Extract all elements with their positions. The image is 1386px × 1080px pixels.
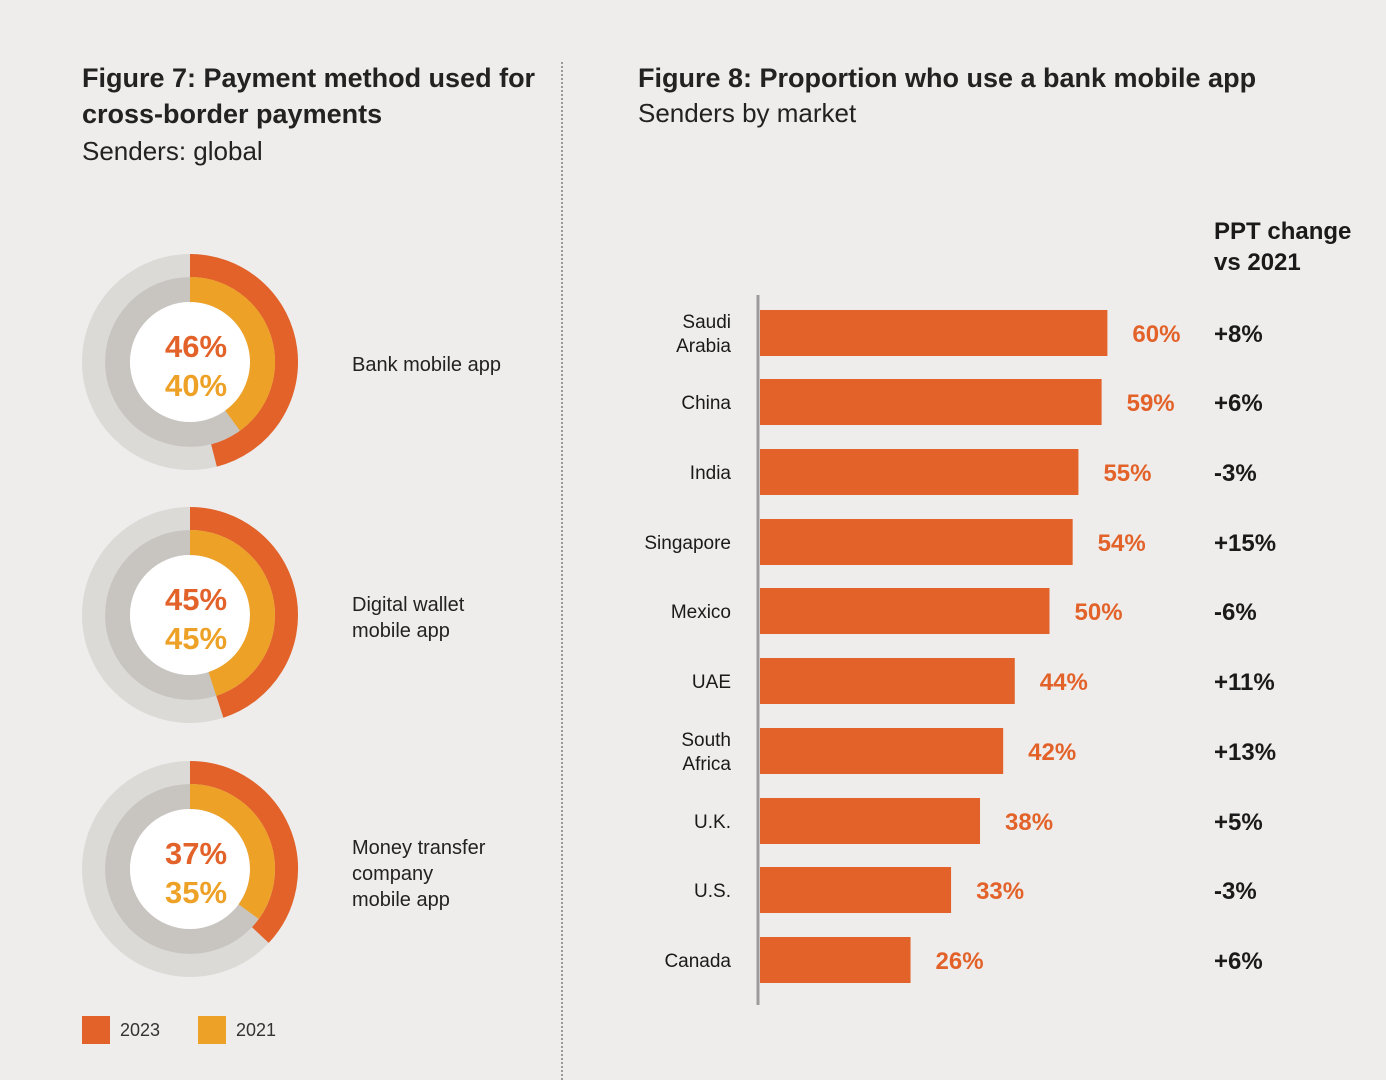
bar [760, 310, 1108, 356]
donut-center [130, 302, 250, 422]
bar-category-label: Singapore [644, 533, 731, 554]
figure7-title-line1: Figure 7: Payment method used for [82, 63, 536, 93]
donut-category-label: Digital wallet mobile app [352, 594, 465, 642]
figure8-title: Figure 8: Proportion who use a bank mobi… [638, 63, 1257, 93]
ppt-change-value: +11% [1214, 669, 1275, 696]
donut-center [130, 555, 250, 675]
donut-value-2023: 37% [165, 836, 227, 871]
ppt-change-value: -3% [1214, 878, 1257, 905]
bar-value-label: 44% [1040, 669, 1088, 696]
ppt-change-value: -6% [1214, 599, 1257, 626]
bar [760, 588, 1050, 634]
bar [760, 867, 952, 913]
legend-label-2021: 2021 [236, 1020, 277, 1040]
bar-category-label: U.S. [694, 881, 731, 902]
ppt-change-header: PPT change vs 2021 [1214, 216, 1364, 278]
donut-value-2023: 46% [165, 329, 227, 364]
figure8-subtitle: Senders by market [638, 98, 857, 128]
bar [760, 798, 981, 844]
donut-value-2021: 40% [165, 368, 227, 403]
donut-arc-2023 [189, 507, 298, 718]
ppt-header-line2: vs 2021 [1214, 249, 1301, 276]
ppt-change-value: +6% [1214, 948, 1263, 975]
bar-category-label: India [690, 463, 732, 484]
donut-arc-2021 [189, 277, 275, 431]
donut-category-label: Bank mobile app [352, 354, 501, 376]
bar-value-label: 54% [1098, 530, 1146, 557]
donut-value-2021: 45% [165, 621, 227, 656]
bar-category-label: South Africa [681, 730, 731, 775]
donut-arc-2023 [189, 254, 298, 467]
bar-value-label: 33% [976, 878, 1024, 905]
donut-value-2023: 45% [165, 582, 227, 617]
bar-category-label: Mexico [671, 602, 731, 623]
bar-category-label: Saudi Arabia [676, 312, 731, 357]
bar-category-label: Canada [664, 951, 731, 972]
bar [760, 449, 1079, 495]
figure7-subtitle: Senders: global [82, 136, 263, 166]
legend-swatch-2021 [198, 1016, 226, 1044]
bar-value-label: 50% [1075, 599, 1123, 626]
donut-value-2021: 35% [165, 875, 227, 910]
bar [760, 519, 1073, 565]
legend-swatch-2023 [82, 1016, 110, 1044]
ppt-header-line1: PPT change [1214, 218, 1352, 245]
donut-category-label: Money transfer company mobile app [352, 837, 486, 911]
figure7-title-line2: cross-border payments [82, 99, 383, 129]
donut-3: 37%35% [82, 761, 298, 977]
donut-arc-2023 [189, 761, 298, 943]
bar [760, 728, 1004, 774]
donut-charts: 46%40%45%45%37%35% [82, 254, 298, 977]
bar [760, 658, 1015, 704]
donut-arc-2021 [189, 530, 275, 696]
ppt-change-value: +5% [1214, 809, 1263, 836]
bar-value-label: 38% [1005, 809, 1053, 836]
figure-divider [561, 62, 563, 1080]
bar-value-label: 42% [1028, 739, 1076, 766]
donut-1: 46%40% [82, 254, 298, 470]
bar [760, 379, 1102, 425]
ppt-change-value: -3% [1214, 460, 1257, 487]
bar-category-label: U.K. [694, 812, 731, 833]
ppt-change-value: +15% [1214, 530, 1276, 557]
bar-value-label: 59% [1127, 390, 1175, 417]
ppt-change-value: +8% [1214, 321, 1263, 348]
bar-value-label: 55% [1103, 460, 1151, 487]
donut-2: 45%45% [82, 507, 298, 723]
bar-value-label: 60% [1132, 321, 1180, 348]
legend-label-2023: 2023 [120, 1020, 161, 1040]
ppt-change-value: +13% [1214, 739, 1276, 766]
bar-category-label: China [681, 393, 731, 414]
bar-category-label: UAE [692, 672, 731, 693]
donut-center [130, 809, 250, 929]
figure7-title: Figure 7: Payment method used for cross-… [82, 60, 535, 132]
bar [760, 937, 911, 983]
bar-value-label: 26% [936, 948, 984, 975]
ppt-change-value: +6% [1214, 390, 1263, 417]
donut-arc-2021 [189, 784, 275, 919]
